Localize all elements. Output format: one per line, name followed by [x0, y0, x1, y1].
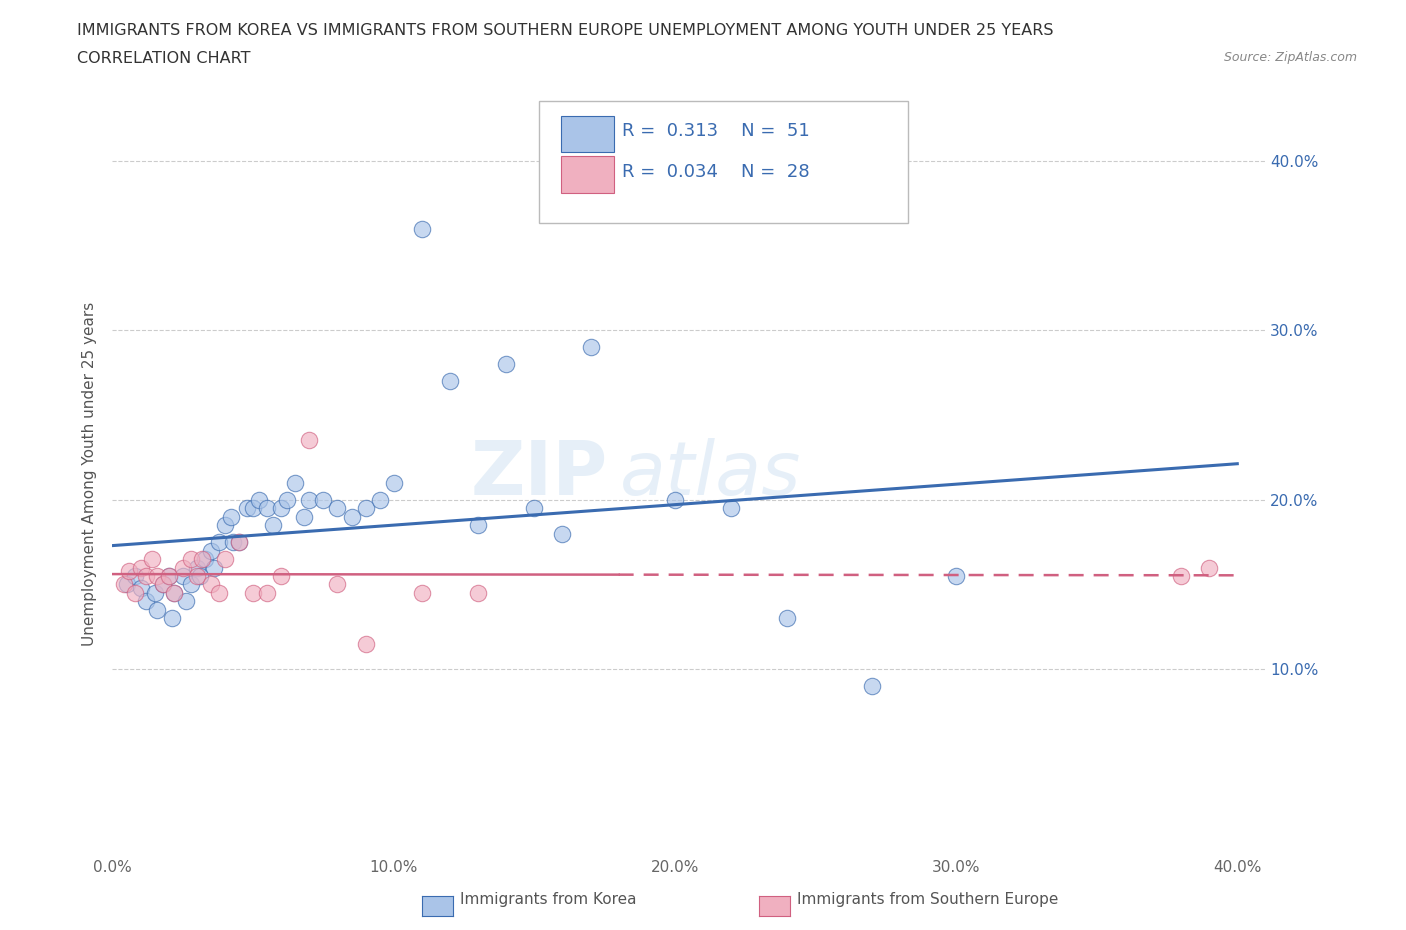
Text: CORRELATION CHART: CORRELATION CHART	[77, 51, 250, 66]
FancyBboxPatch shape	[561, 116, 614, 153]
Point	[256, 500, 278, 515]
Point	[157, 568, 180, 583]
Point	[270, 568, 292, 583]
Point	[208, 535, 231, 550]
Point	[143, 586, 166, 601]
Point	[292, 510, 315, 525]
Point	[945, 568, 967, 583]
Y-axis label: Unemployment Among Youth under 25 years: Unemployment Among Youth under 25 years	[82, 302, 97, 646]
Point	[163, 586, 186, 601]
Point	[219, 510, 242, 525]
Point	[340, 510, 363, 525]
Text: atlas: atlas	[620, 438, 801, 511]
Point	[186, 560, 208, 575]
Point	[236, 500, 259, 515]
Point	[467, 518, 489, 533]
Point	[270, 500, 292, 515]
Point	[368, 492, 391, 507]
Point	[129, 580, 152, 595]
Point	[411, 221, 433, 236]
Point	[194, 551, 217, 566]
Point	[191, 551, 214, 566]
Point	[354, 636, 377, 651]
Point	[208, 586, 231, 601]
Point	[129, 560, 152, 575]
Point	[180, 551, 202, 566]
Point	[242, 586, 264, 601]
Point	[579, 339, 602, 354]
Point	[200, 577, 222, 591]
Point	[354, 500, 377, 515]
Point	[326, 500, 349, 515]
Point	[146, 568, 169, 583]
Point	[411, 586, 433, 601]
Point	[495, 357, 517, 372]
Point	[326, 577, 349, 591]
Point	[467, 586, 489, 601]
Point	[298, 492, 321, 507]
Point	[664, 492, 686, 507]
Point	[202, 560, 225, 575]
Point	[141, 551, 163, 566]
Point	[124, 586, 146, 601]
Point	[146, 603, 169, 618]
Point	[152, 577, 174, 591]
Point	[200, 543, 222, 558]
Text: Immigrants from Southern Europe: Immigrants from Southern Europe	[797, 892, 1059, 907]
Point	[247, 492, 270, 507]
Point	[523, 500, 546, 515]
Point	[256, 586, 278, 601]
Point	[174, 594, 197, 609]
Point	[152, 577, 174, 591]
Point	[180, 577, 202, 591]
Point	[214, 518, 236, 533]
Point	[135, 594, 157, 609]
Text: R =  0.034    N =  28: R = 0.034 N = 28	[621, 163, 810, 180]
Point	[551, 526, 574, 541]
Point	[112, 577, 135, 591]
Point	[276, 492, 298, 507]
Point	[312, 492, 335, 507]
Point	[172, 568, 194, 583]
Point	[860, 679, 883, 694]
Point	[284, 475, 307, 490]
Point	[228, 535, 250, 550]
Point	[222, 535, 245, 550]
Point	[188, 568, 211, 583]
Point	[439, 374, 461, 389]
Point	[172, 560, 194, 575]
Point	[228, 535, 250, 550]
Text: IMMIGRANTS FROM KOREA VS IMMIGRANTS FROM SOUTHERN EUROPE UNEMPLOYMENT AMONG YOUT: IMMIGRANTS FROM KOREA VS IMMIGRANTS FROM…	[77, 23, 1054, 38]
Point	[720, 500, 742, 515]
Point	[186, 568, 208, 583]
Text: Source: ZipAtlas.com: Source: ZipAtlas.com	[1223, 51, 1357, 64]
Point	[776, 611, 799, 626]
Point	[1198, 560, 1220, 575]
Point	[118, 564, 141, 578]
Point	[160, 611, 183, 626]
Point	[214, 551, 236, 566]
Point	[382, 475, 405, 490]
FancyBboxPatch shape	[561, 156, 614, 193]
Text: ZIP: ZIP	[471, 438, 609, 511]
Text: Immigrants from Korea: Immigrants from Korea	[460, 892, 637, 907]
Point	[262, 518, 284, 533]
Point	[298, 433, 321, 448]
Point	[1170, 568, 1192, 583]
Text: R =  0.313    N =  51: R = 0.313 N = 51	[621, 122, 810, 140]
Point	[115, 577, 138, 591]
Point	[163, 586, 186, 601]
FancyBboxPatch shape	[538, 100, 908, 222]
Point	[242, 500, 264, 515]
Point	[135, 568, 157, 583]
Point	[124, 568, 146, 583]
Point	[157, 568, 180, 583]
